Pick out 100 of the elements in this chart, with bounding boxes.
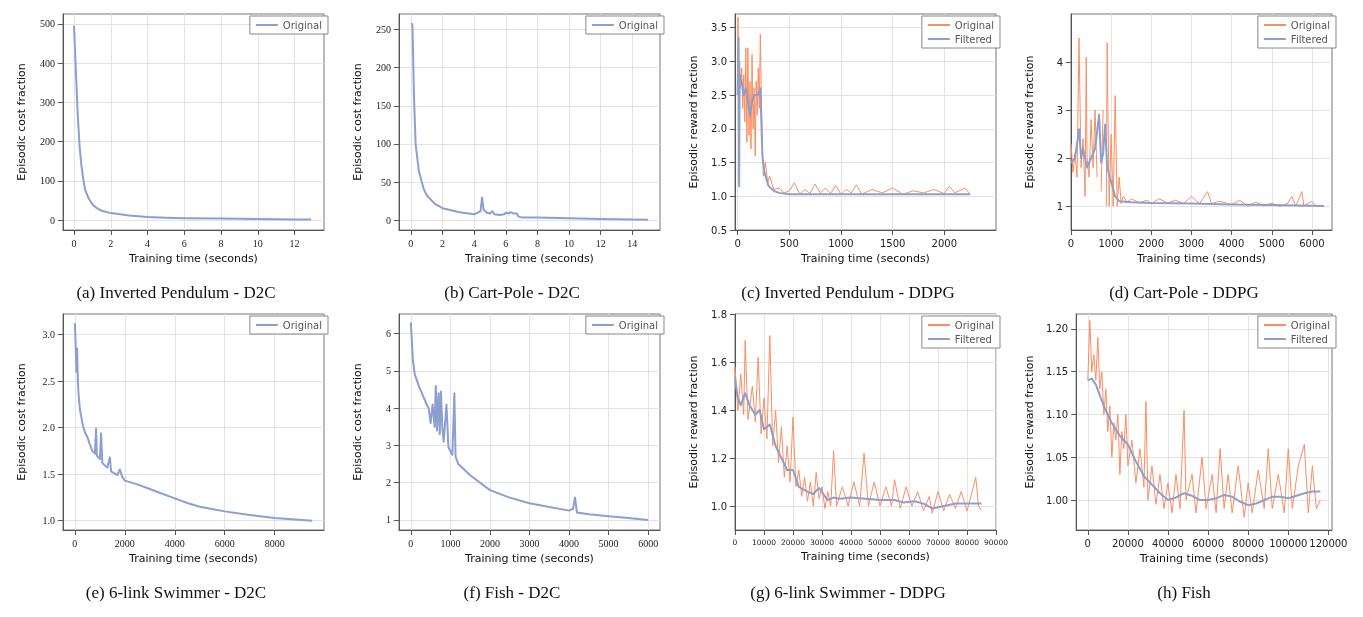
y-tick-label: 1 — [386, 514, 391, 526]
x-tick-label: 8000 — [264, 537, 285, 549]
x-tick-label: 4000 — [559, 537, 580, 549]
y-tick-label: 200 — [376, 62, 391, 74]
legend-label: Original — [618, 19, 659, 31]
y-tick-label: 1.8 — [711, 308, 727, 320]
x-axis-title: Training time (seconds) — [800, 549, 930, 563]
legend-label: Filtered — [1290, 33, 1328, 45]
x-axis-title: Training time (seconds) — [128, 551, 258, 565]
legend-label: Filtered — [1290, 333, 1328, 345]
y-tick-label: 5 — [386, 365, 391, 377]
y-axis-title: Episodic reward fraction — [1023, 355, 1036, 489]
y-axis-title: Episodic cost fraction — [15, 63, 28, 181]
x-tick-label: 2000 — [931, 237, 958, 249]
x-tick-label: 6000 — [1299, 237, 1325, 249]
y-tick-label: 6 — [386, 328, 391, 340]
x-tick-label: 2000 — [479, 537, 500, 549]
x-tick-label: 100000 — [1269, 537, 1308, 549]
x-axis-title: Training time (seconds) — [464, 551, 594, 565]
x-tick-label: 20000 — [1111, 537, 1144, 549]
y-tick-label: 2.5 — [42, 375, 55, 387]
y-tick-label: 2.0 — [711, 123, 727, 135]
x-tick-label: 12 — [289, 237, 300, 249]
x-tick-label: 0 — [408, 237, 414, 249]
y-tick-label: 200 — [40, 136, 55, 148]
text: (c) Inverted Pendulum - DDPG — [741, 283, 955, 302]
legend-label: Original — [282, 319, 323, 331]
x-tick-label: 40000 — [1152, 537, 1184, 549]
y-tick-label: 1.5 — [711, 157, 727, 168]
y-tick-label: 1.10 — [1045, 409, 1069, 421]
y-tick-label: 3.0 — [711, 55, 727, 67]
x-tick-label: 500 — [779, 237, 799, 249]
y-tick-label: 1.05 — [1045, 451, 1069, 463]
y-axis-title: Episodic reward fraction — [687, 55, 700, 189]
y-tick-label: 1.0 — [42, 515, 55, 527]
y-tick-label: 100 — [376, 138, 391, 150]
x-tick-label: 1000 — [828, 237, 854, 249]
x-tick-label: 5000 — [1259, 237, 1285, 249]
x-tick-label: 5000 — [598, 537, 619, 549]
line-series — [1086, 377, 1322, 507]
x-tick-label: 10 — [564, 237, 575, 249]
y-tick-label: 2 — [386, 477, 391, 489]
x-tick-label: 6000 — [214, 537, 235, 549]
x-tick-label: 0 — [408, 537, 414, 549]
legend-label: Original — [618, 319, 659, 331]
y-tick-label: 2.5 — [711, 89, 727, 101]
y-tick-label: 1.0 — [711, 190, 727, 202]
x-axis-title: Training time (seconds) — [464, 251, 594, 265]
x-tick-label: 2 — [108, 237, 114, 249]
x-tick-label: 6 — [503, 237, 509, 249]
y-tick-label: 300 — [40, 96, 55, 108]
legend-label: Filtered — [954, 333, 992, 345]
text: (a) Inverted Pendulum - D2C — [76, 283, 276, 302]
y-tick-label: 1.5 — [42, 468, 55, 480]
x-tick-label: 2 — [440, 237, 445, 249]
x-tick-label: 0 — [734, 237, 741, 249]
y-tick-label: 1.00 — [1045, 494, 1069, 506]
y-tick-label: 250 — [376, 23, 391, 35]
x-tick-label: 3000 — [1178, 237, 1205, 249]
y-tick-label: 1 — [1056, 200, 1063, 212]
y-tick-label: 150 — [376, 100, 391, 112]
text: (g) 6-link Swimmer - DDPG — [750, 583, 946, 602]
x-tick-label: 4 — [145, 237, 151, 249]
x-tick-label: 4000 — [1218, 237, 1245, 249]
x-tick-label: 120000 — [1309, 537, 1348, 549]
text: (b) Cart-Pole - D2C — [444, 283, 580, 302]
x-tick-label: 2000 — [114, 537, 135, 549]
y-tick-label: 400 — [40, 57, 55, 69]
x-tick-label: 0 — [72, 537, 78, 549]
legend-label: Original — [954, 19, 995, 31]
x-tick-label: 14 — [627, 237, 638, 249]
y-tick-label: 1.15 — [1045, 366, 1069, 378]
x-tick-label: 1000 — [440, 537, 461, 549]
text: (e) 6-link Swimmer - D2C — [85, 583, 267, 602]
y-tick-label: 50 — [381, 176, 391, 188]
y-tick-label: 3.0 — [42, 328, 55, 340]
x-tick-label: 60000 — [1192, 537, 1224, 549]
x-axis-title: Training time (seconds) — [800, 251, 930, 265]
x-axis-title: Training time (seconds) — [1136, 251, 1266, 265]
y-tick-label: 2 — [1056, 152, 1063, 164]
x-tick-label: 3000 — [519, 537, 540, 549]
y-tick-label: 3.5 — [711, 22, 727, 33]
line-series — [734, 377, 983, 510]
x-tick-label: 1500 — [879, 237, 906, 249]
y-tick-label: 100 — [40, 175, 55, 187]
x-tick-label: 8 — [218, 237, 224, 249]
legend-label: Original — [282, 19, 323, 31]
x-tick-label: 0 — [71, 237, 77, 249]
y-axis-title: Episodic reward fraction — [1023, 55, 1036, 189]
x-tick-label: 6 — [181, 237, 187, 249]
legend-label: Original — [1290, 319, 1331, 331]
legend-label: Filtered — [954, 33, 992, 45]
line-series — [1070, 113, 1325, 207]
x-axis-title: Training time (seconds) — [128, 251, 258, 265]
y-tick-label: 1.0 — [711, 500, 727, 512]
y-tick-label: 1.20 — [1045, 323, 1069, 335]
x-tick-label: 0 — [1084, 537, 1091, 549]
y-tick-label: 0.5 — [711, 224, 727, 236]
y-tick-label: 3 — [386, 439, 391, 451]
y-tick-label: 1.6 — [711, 356, 727, 368]
